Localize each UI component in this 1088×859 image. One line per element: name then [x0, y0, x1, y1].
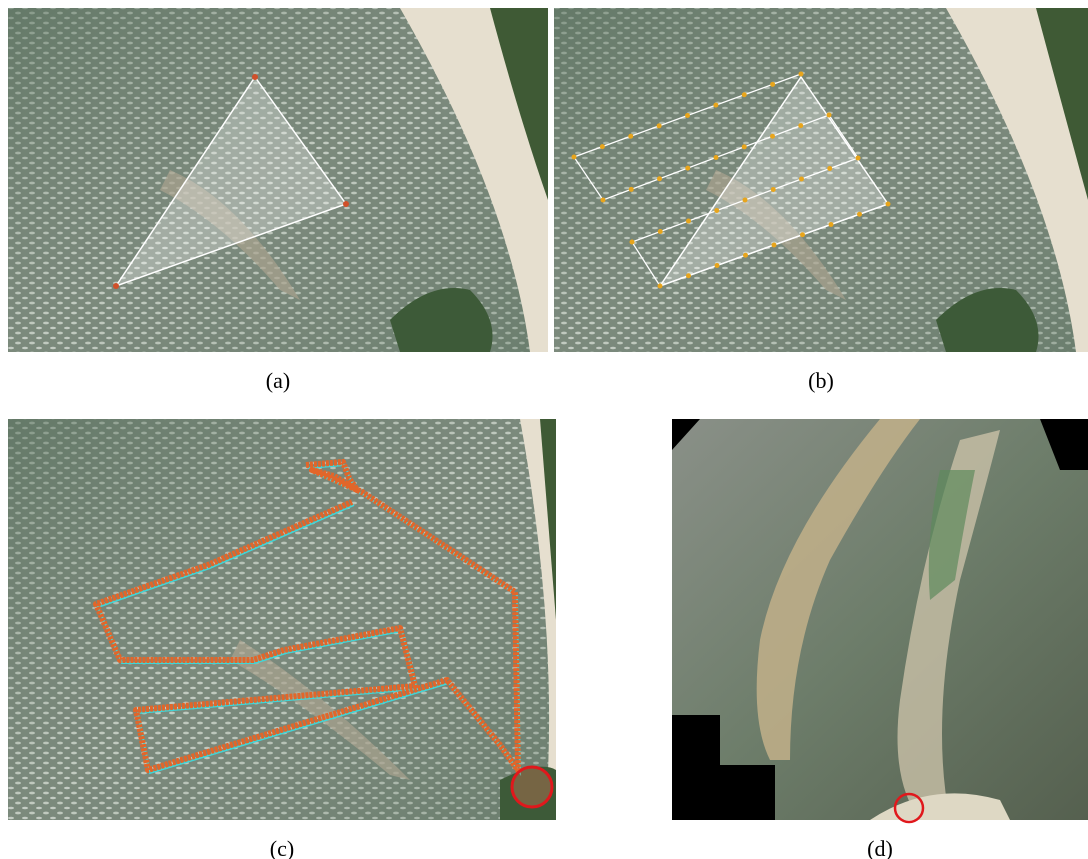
waypoint [827, 166, 833, 171]
waypoint [656, 123, 662, 129]
waypoint [742, 197, 748, 203]
waypoint [714, 263, 720, 268]
waypoint [657, 229, 663, 234]
panel-b-image [554, 8, 1088, 352]
waypoint [685, 165, 691, 171]
waypoint [743, 252, 748, 258]
caption-d: (d) [867, 836, 893, 859]
waypoint [770, 81, 776, 87]
waypoint [599, 144, 605, 150]
waypoint [799, 176, 804, 182]
waypoint [771, 242, 777, 248]
waypoint [826, 112, 832, 118]
waypoint [600, 197, 606, 203]
waypoint [800, 232, 805, 238]
waypoint [657, 176, 662, 182]
panel-a-image [8, 8, 548, 352]
waypoint [855, 155, 861, 161]
waypoint [686, 273, 691, 279]
waypoint [770, 133, 775, 139]
waypoint [857, 211, 862, 217]
waypoint [741, 92, 747, 98]
waypoint [685, 113, 690, 118]
waypoint [714, 208, 720, 213]
caption-c: (c) [269, 836, 295, 859]
waypoint [885, 201, 891, 207]
waypoint [571, 154, 577, 160]
waypoint [770, 187, 776, 192]
waypoint [686, 218, 691, 224]
waypoint [798, 123, 804, 129]
panel-d-image [672, 419, 1088, 824]
caption-b: (b) [808, 368, 834, 393]
waypoint [741, 144, 747, 150]
waypoint [798, 71, 804, 77]
panel-c-image [8, 419, 556, 820]
caption-a: (a) [265, 368, 291, 393]
waypoint [713, 155, 719, 160]
waypoint [628, 133, 634, 139]
waypoint [828, 222, 834, 227]
waypoint [713, 102, 719, 108]
waypoint [628, 186, 634, 192]
waypoint [657, 283, 663, 289]
waypoint [629, 239, 635, 245]
